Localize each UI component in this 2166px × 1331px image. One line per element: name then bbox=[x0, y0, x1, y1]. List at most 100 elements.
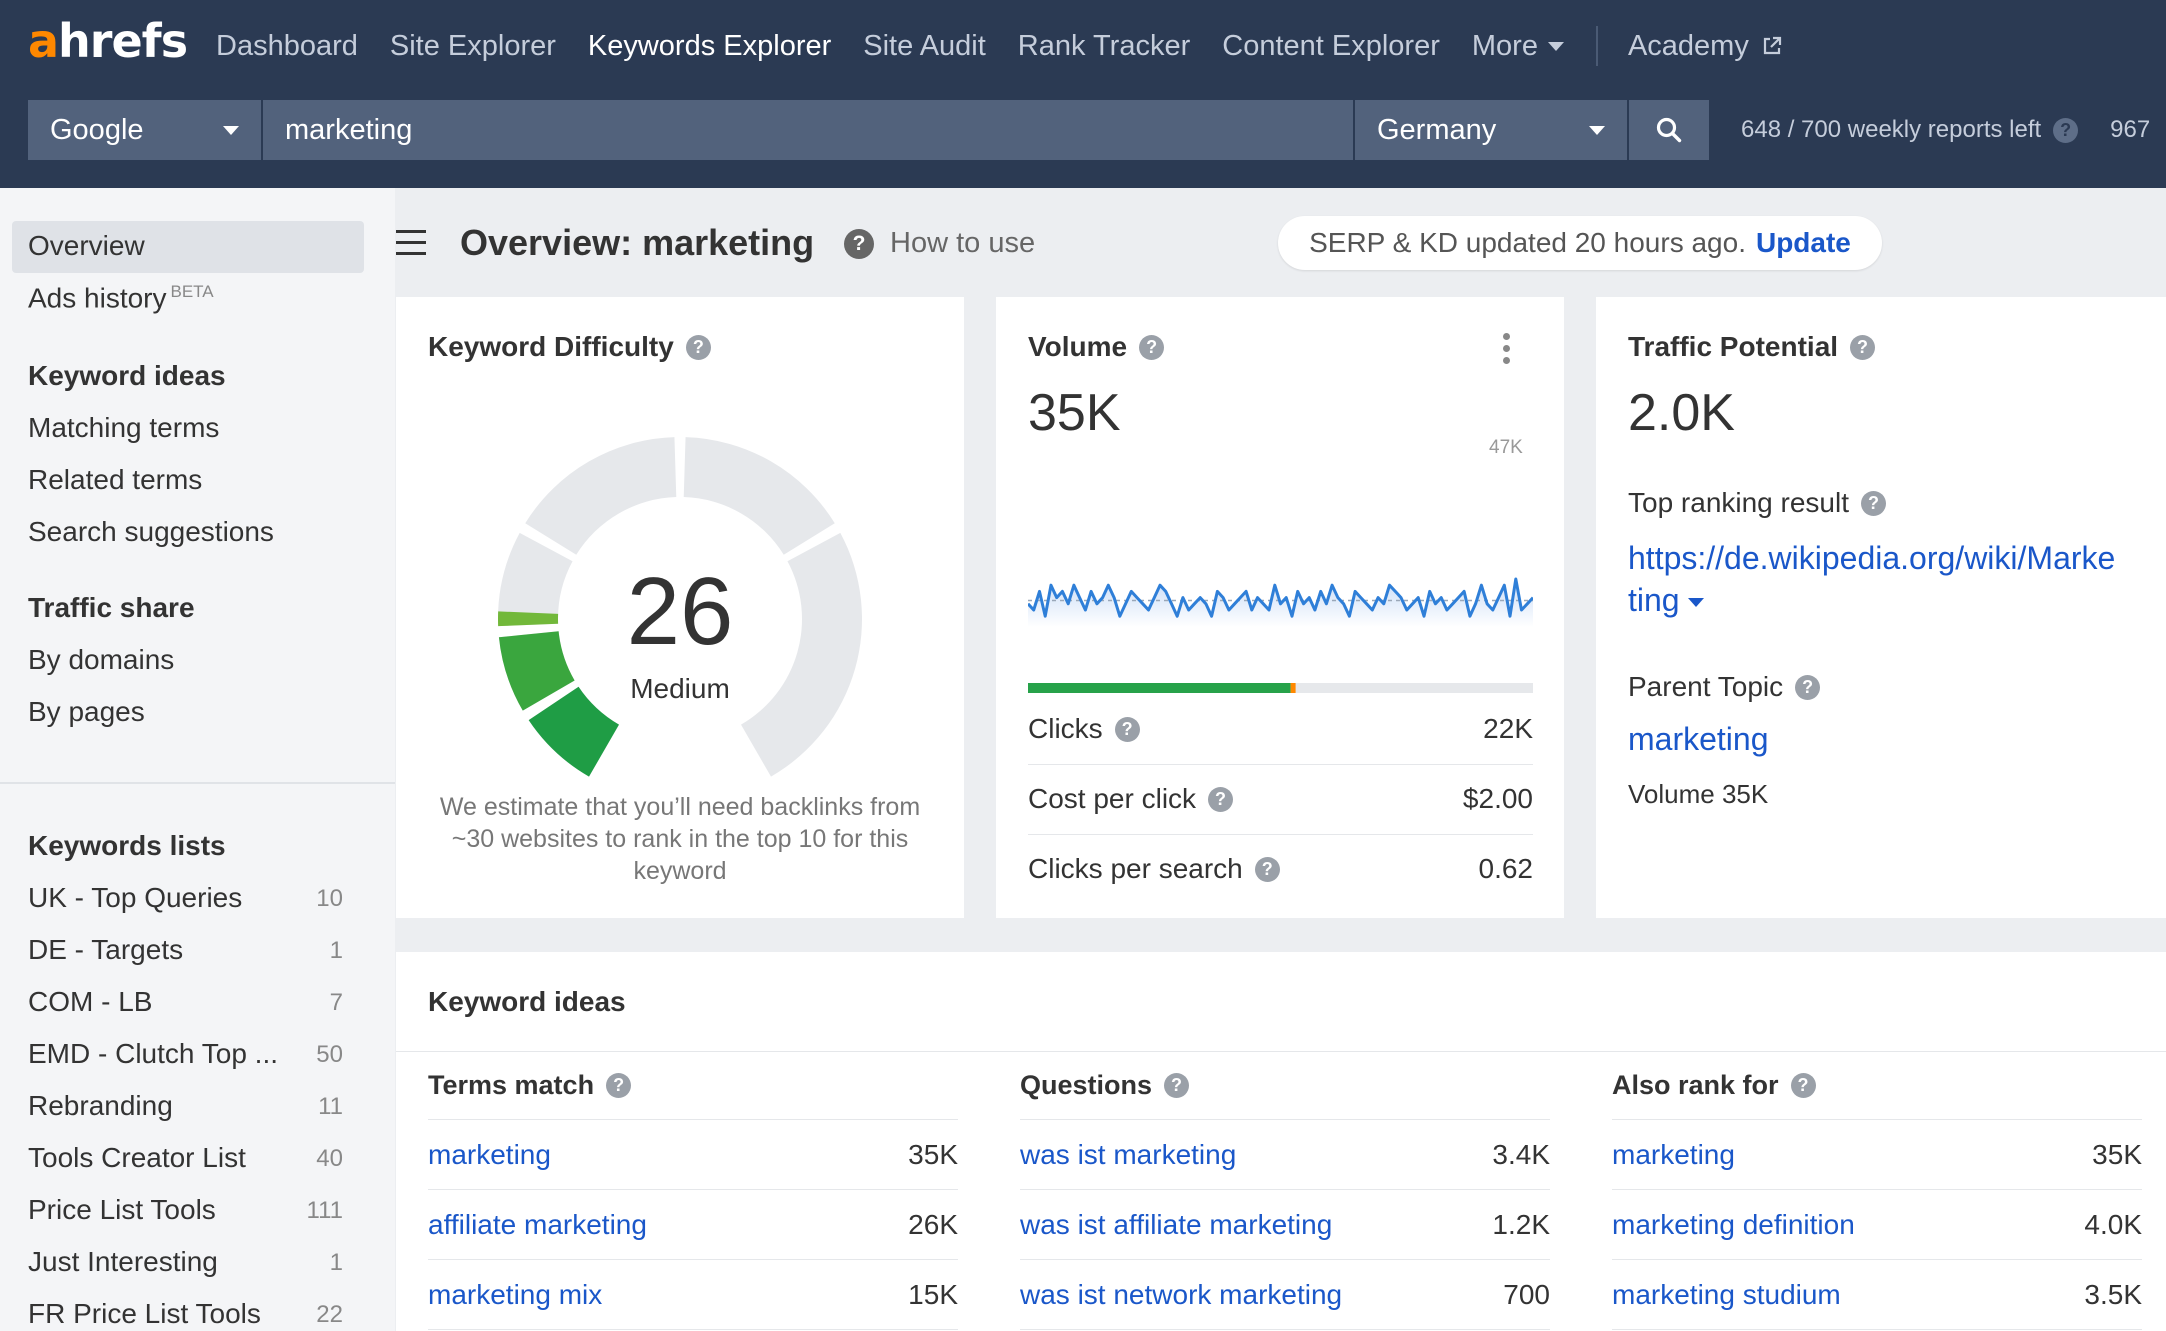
kd-score: 26 bbox=[626, 558, 734, 665]
sidebar-item-related-terms[interactable]: Related terms bbox=[28, 464, 203, 495]
paid-clicks-marker bbox=[1290, 683, 1296, 693]
keyword-link[interactable]: was ist affiliate marketing bbox=[1020, 1208, 1333, 1240]
search-engine-select[interactable]: Google bbox=[28, 100, 261, 160]
sidebar-item-by-domains[interactable]: By domains bbox=[28, 644, 175, 675]
nav-rank-tracker[interactable]: Rank Tracker bbox=[1017, 29, 1191, 62]
keyword-link[interactable]: was ist marketing bbox=[1020, 1138, 1237, 1170]
nav-more-label: More bbox=[1471, 29, 1538, 62]
top-navigation-bar: ahrefs Dashboard Site Explorer Keywords … bbox=[0, 0, 2166, 188]
help-icon[interactable]: ? bbox=[1114, 716, 1140, 742]
gauge-fill bbox=[528, 686, 619, 777]
keyword-input[interactable]: marketing bbox=[261, 100, 1355, 160]
list-item: marketing mix 15K bbox=[428, 1260, 958, 1330]
keyword-list-item[interactable]: UK - Top Queries bbox=[28, 882, 243, 913]
nav-more-dropdown[interactable]: More bbox=[1472, 30, 1564, 63]
keyword-list-item[interactable]: Tools Creator List bbox=[28, 1142, 246, 1173]
gauge-fill bbox=[498, 631, 575, 711]
parent-topic-link[interactable]: marketing bbox=[1628, 721, 1769, 757]
keyword-volume: 1.2K bbox=[1492, 1208, 1550, 1240]
keyword-volume: 3.4K bbox=[1492, 1138, 1550, 1170]
search-button[interactable] bbox=[1629, 100, 1709, 160]
nav-site-explorer[interactable]: Site Explorer bbox=[389, 29, 556, 62]
sidebar-item-search-suggestions[interactable]: Search suggestions bbox=[28, 516, 274, 547]
sidebar-item-overview[interactable]: Overview bbox=[28, 230, 145, 261]
url-line-2: ting bbox=[1628, 579, 2115, 621]
column-heading: Also rank for? bbox=[1612, 1052, 2142, 1120]
kd-title: Keyword Difficulty bbox=[428, 331, 674, 362]
volume-title: Volume bbox=[1028, 331, 1128, 362]
list-item: was ist network marketing 700 bbox=[1020, 1260, 1550, 1330]
sidebar-heading-keywords-lists: Keywords lists bbox=[28, 830, 226, 861]
keyword-link[interactable]: affiliate marketing bbox=[428, 1208, 647, 1240]
help-icon[interactable]: ? bbox=[1139, 334, 1165, 360]
help-icon[interactable]: ? bbox=[1850, 334, 1876, 360]
sidebar-heading-keyword-ideas: Keyword ideas bbox=[28, 360, 226, 391]
help-icon[interactable]: ? bbox=[606, 1073, 632, 1098]
keyword-volume: 35K bbox=[2092, 1138, 2142, 1170]
nav-content-explorer[interactable]: Content Explorer bbox=[1222, 29, 1440, 62]
how-to-use-link[interactable]: ? How to use bbox=[844, 227, 1035, 260]
chevron-down-icon bbox=[223, 125, 239, 135]
also-rank-for-column: Also rank for? marketing 35K marketing de… bbox=[1612, 1052, 2142, 1330]
sidebar: Overview Ads history BETA Keyword ideas M… bbox=[0, 188, 395, 1331]
parent-topic-label-text: Parent Topic bbox=[1628, 671, 1784, 702]
help-icon[interactable]: ? bbox=[2053, 117, 2079, 143]
help-icon[interactable]: ? bbox=[1861, 490, 1887, 516]
card-title: Traffic Potential? bbox=[1628, 331, 1876, 363]
help-icon[interactable]: ? bbox=[685, 334, 711, 360]
keyword-list-item[interactable]: Rebranding bbox=[28, 1090, 173, 1121]
help-icon[interactable]: ? bbox=[1795, 674, 1821, 700]
nav-dashboard[interactable]: Dashboard bbox=[216, 29, 358, 62]
keyword-list-item[interactable]: FR Price List Tools bbox=[28, 1298, 261, 1329]
keyword-list-item[interactable]: EMD - Clutch Top ... bbox=[28, 1038, 279, 1069]
nav-keywords-explorer[interactable]: Keywords Explorer bbox=[587, 29, 832, 62]
volume-value: 35K bbox=[1028, 384, 1121, 442]
keyword-link[interactable]: was ist network marketing bbox=[1020, 1278, 1343, 1310]
update-link[interactable]: Update bbox=[1755, 227, 1851, 258]
kd-description: We estimate that you’ll need backlinks f… bbox=[439, 793, 921, 885]
keyword-list-count: 11 bbox=[318, 1093, 343, 1120]
sidebar-item-by-pages[interactable]: By pages bbox=[28, 696, 145, 727]
keyword-link[interactable]: marketing definition bbox=[1612, 1208, 1855, 1240]
chevron-down-icon bbox=[1688, 598, 1705, 608]
gauge-segment bbox=[683, 437, 835, 555]
help-icon[interactable]: ? bbox=[1164, 1073, 1190, 1098]
more-options-icon[interactable] bbox=[1503, 333, 1511, 369]
reports-left-text: 648 / 700 weekly reports left bbox=[1741, 116, 2042, 143]
keyword-ideas-title: Keyword ideas bbox=[428, 986, 626, 1017]
card-title: Keyword Difficulty? bbox=[428, 331, 711, 363]
help-icon[interactable]: ? bbox=[1254, 856, 1280, 882]
nav-divider bbox=[1595, 26, 1598, 66]
keyword-link[interactable]: marketing bbox=[1612, 1138, 1735, 1170]
help-icon[interactable]: ? bbox=[1208, 786, 1234, 812]
country-select[interactable]: Germany bbox=[1355, 100, 1627, 160]
list-item: marketing studium 3.5K bbox=[1612, 1260, 2142, 1330]
keyword-link[interactable]: marketing studium bbox=[1612, 1278, 1841, 1310]
keyword-list-item[interactable]: DE - Targets bbox=[28, 934, 184, 965]
help-icon: ? bbox=[844, 228, 874, 259]
sidebar-item-ads-history[interactable]: Ads history BETA bbox=[28, 282, 214, 314]
menu-icon[interactable] bbox=[396, 230, 426, 256]
keyword-link[interactable]: marketing bbox=[428, 1138, 551, 1170]
column-heading: Questions? bbox=[1020, 1052, 1550, 1120]
keyword-list-count: 7 bbox=[329, 989, 343, 1016]
nav-site-audit[interactable]: Site Audit bbox=[863, 29, 986, 62]
keyword-link[interactable]: marketing mix bbox=[428, 1278, 603, 1310]
column-heading: Terms match? bbox=[428, 1052, 958, 1120]
ahrefs-logo[interactable]: ahrefs bbox=[28, 14, 188, 68]
nav-academy[interactable]: Academy bbox=[1628, 30, 1783, 63]
divider bbox=[1028, 764, 1533, 765]
keyword-list-item[interactable]: Price List Tools bbox=[28, 1194, 216, 1225]
kd-gauge bbox=[498, 437, 862, 777]
column-heading-label: Questions bbox=[1020, 1070, 1153, 1100]
top-ranking-url[interactable]: https://de.wikipedia.org/wiki/Marke ting bbox=[1628, 537, 2115, 621]
sidebar-item-matching-terms[interactable]: Matching terms bbox=[28, 412, 220, 443]
keyword-list-item[interactable]: Just Interesting bbox=[28, 1246, 218, 1277]
volume-area bbox=[1028, 579, 1533, 627]
metric-cost-per-click: Cost per click? $2.00 bbox=[1028, 765, 1533, 833]
metric-label: Clicks bbox=[1028, 713, 1103, 744]
ads-history-label: Ads history bbox=[28, 282, 167, 314]
keyword-list-item[interactable]: COM - LB bbox=[28, 986, 153, 1017]
help-icon[interactable]: ? bbox=[1790, 1073, 1816, 1098]
traffic-title: Traffic Potential bbox=[1628, 331, 1839, 362]
